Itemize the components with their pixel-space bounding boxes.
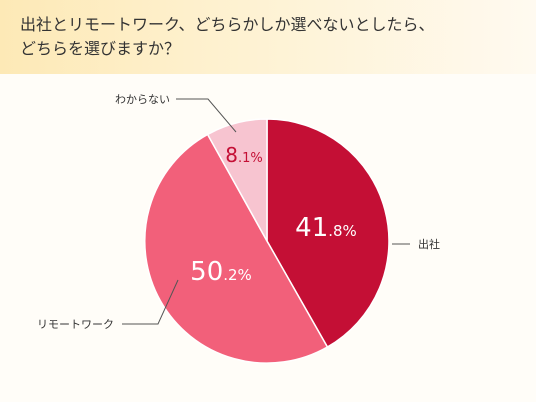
leader-line-unknown xyxy=(176,98,237,133)
category-label-office: 出社 xyxy=(418,237,440,251)
pie-slice-unknown xyxy=(206,118,268,244)
pie-slice-remote xyxy=(144,133,329,364)
category-label-remote: リモートワーク xyxy=(37,318,114,331)
pie-slice-office xyxy=(266,118,390,349)
leader-line-remote xyxy=(122,279,179,325)
chart-title-line-2: どちらを選びますか？ xyxy=(20,39,181,58)
category-label-unknown: わからない xyxy=(115,93,170,106)
title-banner: 出社とリモートワーク、どちらかしか選べないとしたら、 どちらを選びますか？ xyxy=(0,0,536,74)
pie-percent-label-remote: 50.2% xyxy=(190,257,252,287)
chart-title-line-1: 出社とリモートワーク、どちらかしか選べないとしたら、 xyxy=(20,15,435,34)
pie-percent-label-office: 41.8% xyxy=(295,213,357,243)
pie-percent-label-unknown: 8.1% xyxy=(225,143,263,167)
chart-title: 出社とリモートワーク、どちらかしか選べないとしたら、 どちらを選びますか？ xyxy=(20,13,435,61)
